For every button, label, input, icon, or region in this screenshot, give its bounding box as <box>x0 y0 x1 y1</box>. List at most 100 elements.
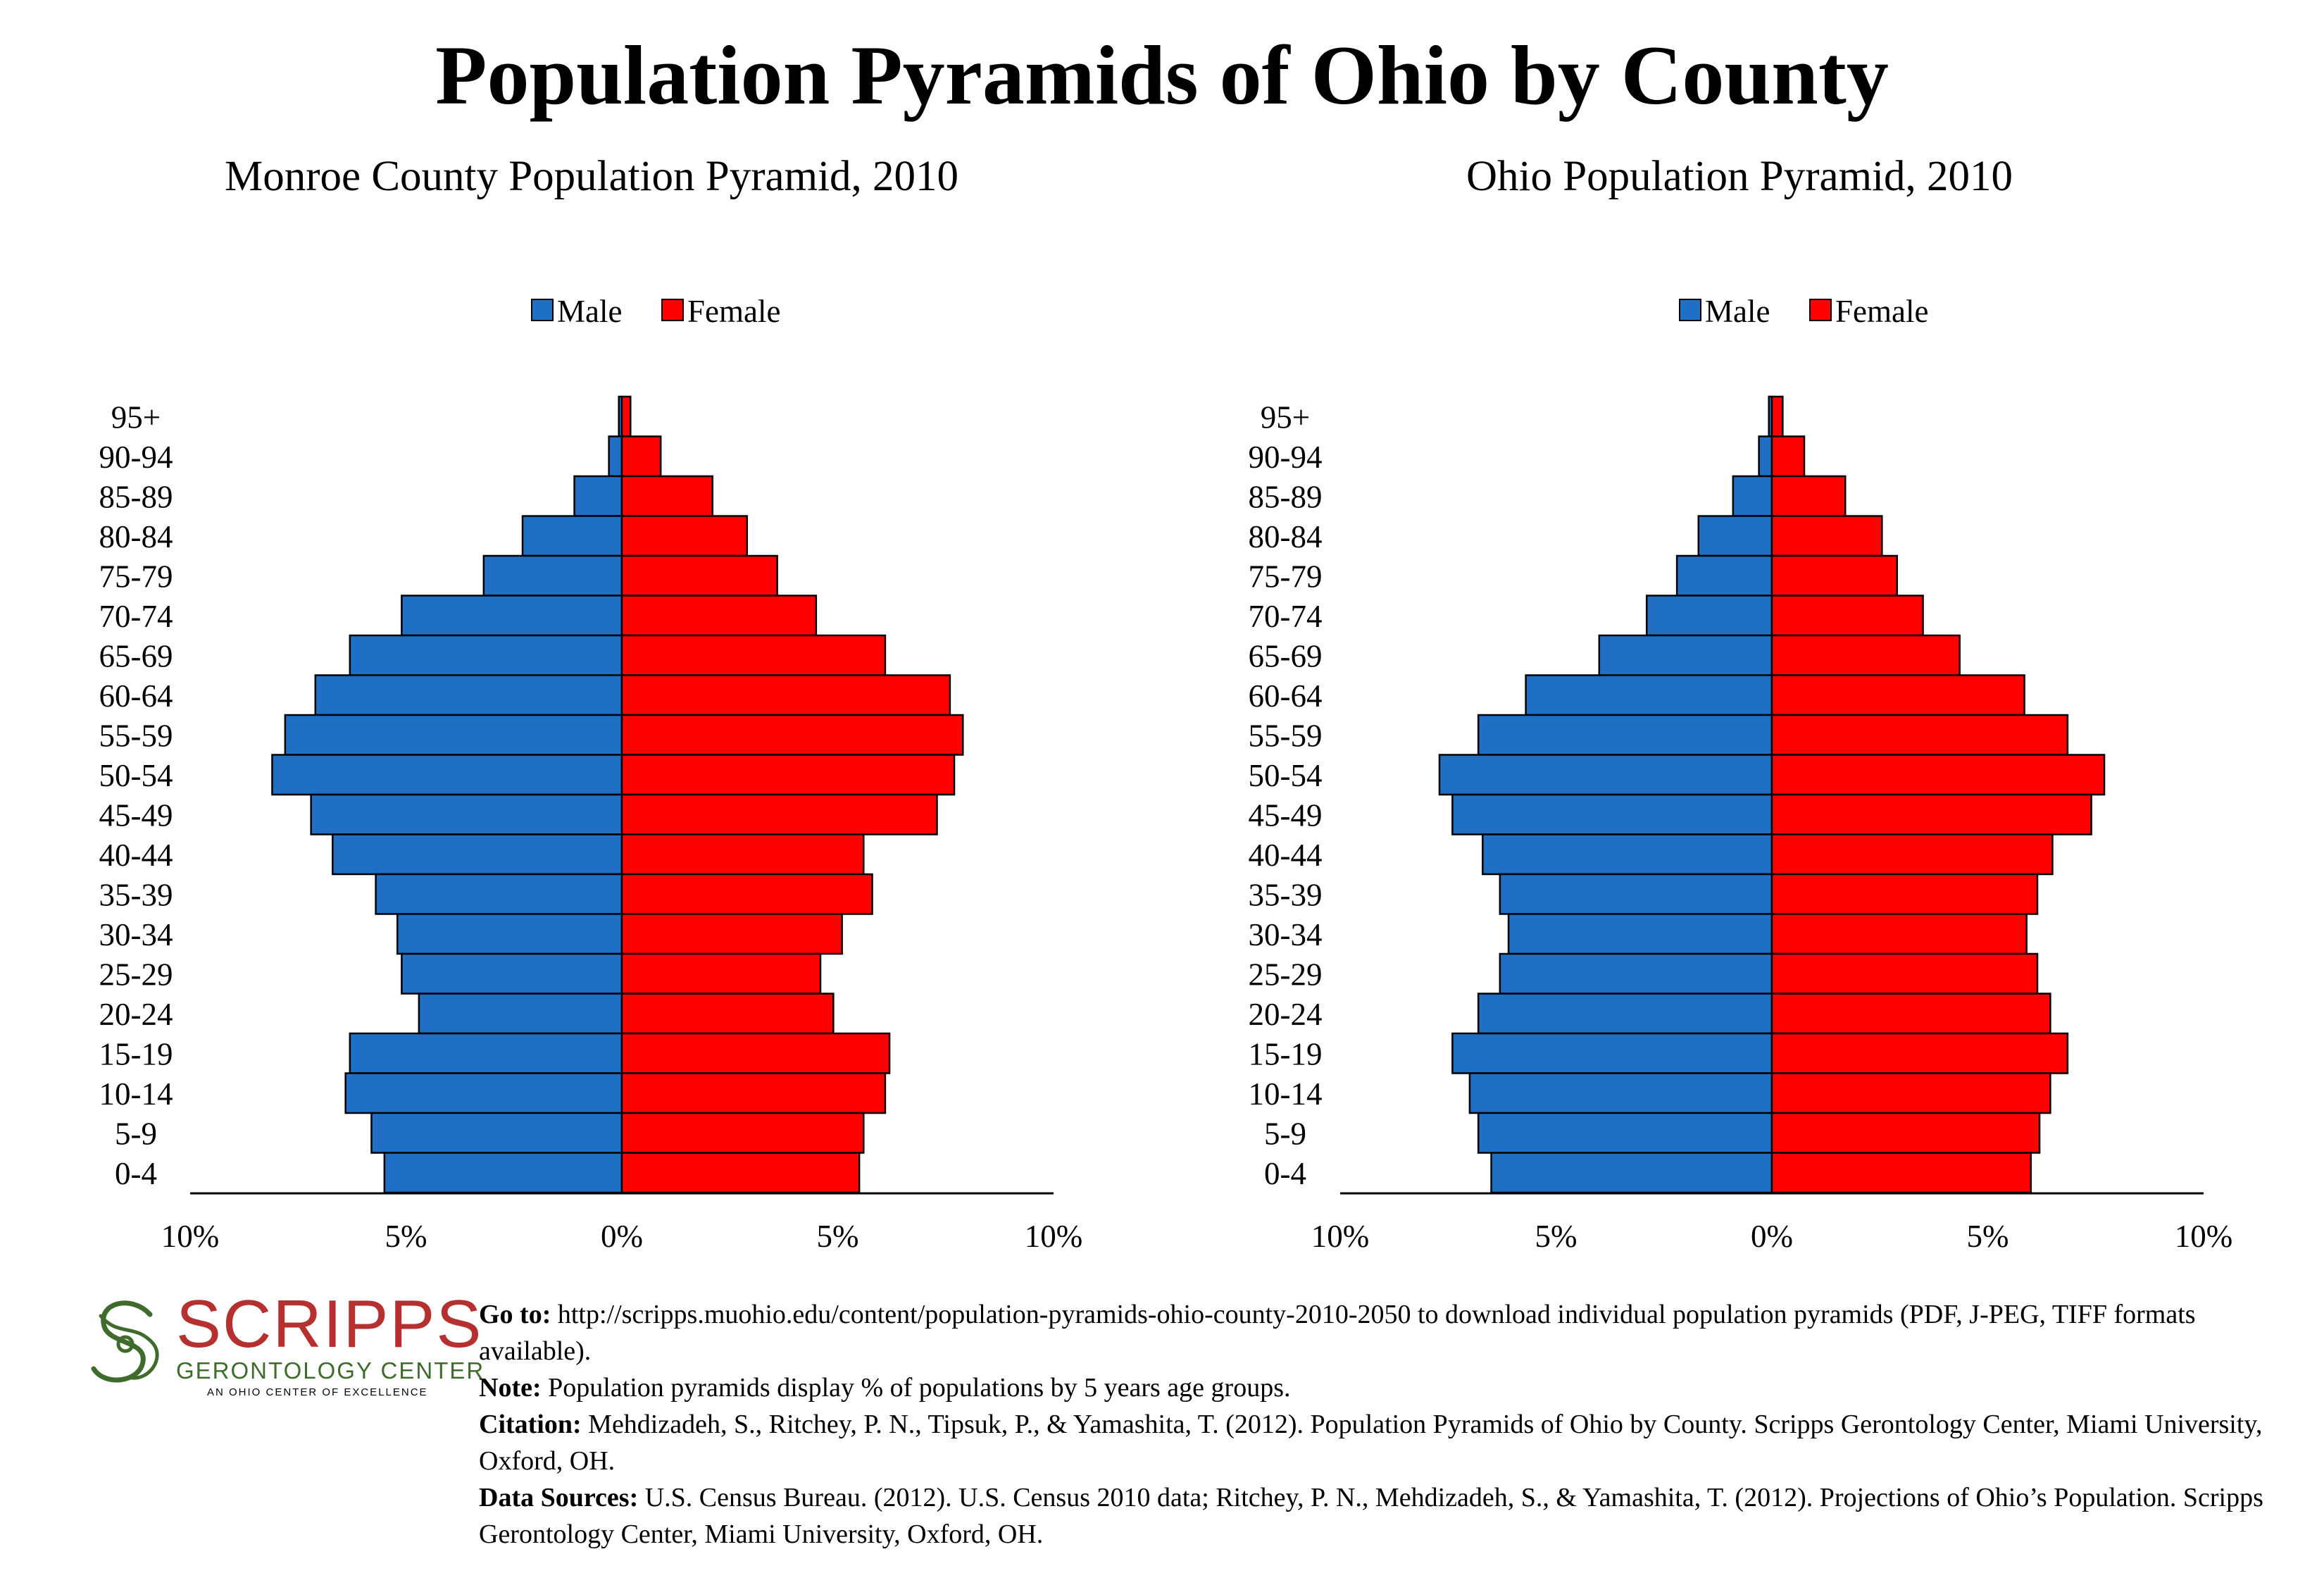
chart-2-tick-label: 5% <box>1535 1219 1578 1254</box>
chart-2-bar-male-60-64 <box>1525 674 1773 716</box>
chart-2-age-label: 0-4 <box>1264 1156 1306 1191</box>
chart-1-bar-male-25-29 <box>401 952 623 995</box>
chart-2-bar-male-90-94 <box>1758 435 1773 478</box>
chart-1-bar-female-0-4 <box>620 1152 861 1194</box>
chart-2-bar-male-5-9 <box>1477 1112 1773 1154</box>
chart-1-age-label: 95+ <box>111 399 161 435</box>
chart-2-bar-female-60-64 <box>1770 674 2025 716</box>
chart-1-bar-female-60-64 <box>620 674 951 716</box>
chart-1-age-label: 70-74 <box>99 599 173 634</box>
chart-1-age-label: 45-49 <box>99 797 173 833</box>
chart-2-legend-label-female: Female <box>1835 294 1928 329</box>
chart-1-bar-female-75-79 <box>620 554 778 597</box>
chart-2-age-label: 60-64 <box>1249 678 1323 714</box>
chart-2-bar-male-45-49 <box>1451 793 1773 835</box>
chart-1-bar-male-20-24 <box>418 993 623 1035</box>
chart-1-age-label: 40-44 <box>99 838 173 873</box>
chart-1-bar-female-80-84 <box>620 515 749 557</box>
footnotes: Go to: http://scripps.muohio.edu/content… <box>479 1296 2310 1553</box>
chart-2-bar-female-75-79 <box>1770 554 1899 597</box>
chart-2-legend-swatch-female <box>1809 299 1832 321</box>
chart-1-bar-female-10-14 <box>620 1072 887 1114</box>
chart-2-title: Ohio Population Pyramid, 2010 <box>1466 153 2013 200</box>
chart-1-age-label: 35-39 <box>99 877 173 912</box>
chart-1-bar-male-80-84 <box>521 515 623 557</box>
chart-1-bar-male-40-44 <box>332 833 623 876</box>
chart-2-bar-female-30-34 <box>1770 913 2028 955</box>
chart-1-age-label: 15-19 <box>99 1036 173 1071</box>
footnote-text: Mehdizadeh, S., Ritchey, P. N., Tipsuk, … <box>479 1410 2263 1476</box>
chart-2-age-label: 20-24 <box>1249 997 1323 1032</box>
logo-subtitle: GERONTOLOGY CENTER <box>176 1357 485 1384</box>
chart-1-bar-male-85-89 <box>573 475 623 517</box>
chart-2-tick-label: 5% <box>1967 1219 2009 1254</box>
chart-1-age-label: 5-9 <box>115 1116 157 1151</box>
chart-1-bar-female-20-24 <box>620 993 835 1035</box>
chart-1-tick-label: 5% <box>385 1219 427 1254</box>
chart-1-tick-label: 0% <box>601 1219 643 1254</box>
footnote-sources: Data Sources: U.S. Census Bureau. (2012)… <box>479 1479 2310 1553</box>
chart-1-bar-male-55-59 <box>284 714 623 756</box>
chart-2-age-label: 30-34 <box>1249 917 1323 952</box>
chart-1-bar-male-70-74 <box>401 595 623 637</box>
chart-1-bar-female-70-74 <box>620 595 818 637</box>
chart-1-bar-female-5-9 <box>620 1112 865 1154</box>
chart-2-bar-female-20-24 <box>1770 993 2051 1035</box>
chart-1-bar-male-65-69 <box>349 634 623 676</box>
chart-1-title: Monroe County Population Pyramid, 2010 <box>225 153 958 200</box>
chart-2-bar-female-95+ <box>1770 395 1784 437</box>
chart-2-age-label: 50-54 <box>1249 758 1323 793</box>
footnote-label: Note: <box>479 1373 542 1403</box>
chart-1-age-label: 20-24 <box>99 997 173 1032</box>
chart-2-bar-female-85-89 <box>1770 475 1847 517</box>
chart-2-age-label: 95+ <box>1261 399 1310 435</box>
chart-1-tick-label: 10% <box>161 1219 220 1254</box>
chart-2-age-label: 5-9 <box>1264 1116 1306 1151</box>
chart-1-bar-female-55-59 <box>620 714 964 756</box>
chart-2-bar-female-90-94 <box>1770 435 1806 478</box>
chart-2-bar-female-65-69 <box>1770 634 1961 676</box>
chart-1-bar-male-5-9 <box>370 1112 623 1154</box>
chart-1-bar-female-45-49 <box>620 793 938 835</box>
scripps-swirl-icon <box>91 1300 159 1383</box>
chart-2-bar-female-80-84 <box>1770 515 1883 557</box>
chart-1-age-label: 30-34 <box>99 917 173 952</box>
chart-1-age-label: 25-29 <box>99 957 173 992</box>
chart-1-legend-swatch-male <box>531 299 554 321</box>
chart-1-age-label: 60-64 <box>99 678 173 714</box>
chart-1-bar-male-60-64 <box>314 674 623 716</box>
chart-2-age-label: 65-69 <box>1249 638 1323 673</box>
chart-1-bar-female-35-39 <box>620 873 873 915</box>
pyramid-charts: Monroe County Population Pyramid, 2010 Ma… <box>99 153 2233 1254</box>
chart-2-bar-male-15-19 <box>1451 1032 1773 1074</box>
chart-2-age-label: 85-89 <box>1249 479 1323 514</box>
footnote-label: Go to: <box>479 1300 551 1329</box>
footnote-label: Citation: <box>479 1410 582 1439</box>
chart-2-bar-male-35-39 <box>1499 873 1773 915</box>
chart-2-age-label: 10-14 <box>1249 1076 1323 1112</box>
chart-2-bar-male-80-84 <box>1697 515 1773 557</box>
chart-2-bar-male-75-79 <box>1675 554 1773 597</box>
chart-2-bar-female-55-59 <box>1770 714 2069 756</box>
chart-1-age-label: 80-84 <box>99 519 173 554</box>
chart-2-bar-female-45-49 <box>1770 793 2092 835</box>
chart-1-age-label: 50-54 <box>99 758 173 793</box>
chart-1-bar-male-90-94 <box>608 435 623 478</box>
chart-1-age-label: 85-89 <box>99 479 173 514</box>
chart-2-age-label: 75-79 <box>1249 559 1323 594</box>
chart-1-bar-female-40-44 <box>620 833 865 876</box>
chart-2-bar-female-50-54 <box>1770 754 2106 796</box>
chart-1-legend-label-male: Male <box>557 294 622 329</box>
chart-1-bar-female-65-69 <box>620 634 887 676</box>
chart-1-bar-male-45-49 <box>310 793 623 835</box>
chart-2-bar-female-15-19 <box>1770 1032 2069 1074</box>
chart-1-bar-male-0-4 <box>383 1152 623 1194</box>
footnote-label: Data Sources: <box>479 1483 639 1512</box>
chart-2-bar-male-85-89 <box>1732 475 1773 517</box>
chart-1-bar-male-30-34 <box>396 913 623 955</box>
chart-1-bar-female-30-34 <box>620 913 843 955</box>
chart-2-legend-label-male: Male <box>1705 294 1770 329</box>
footnote-citation: Citation: Mehdizadeh, S., Ritchey, P. N.… <box>479 1406 2310 1479</box>
chart-2-bar-female-70-74 <box>1770 595 1924 637</box>
chart-2-bar-female-5-9 <box>1770 1112 2041 1154</box>
